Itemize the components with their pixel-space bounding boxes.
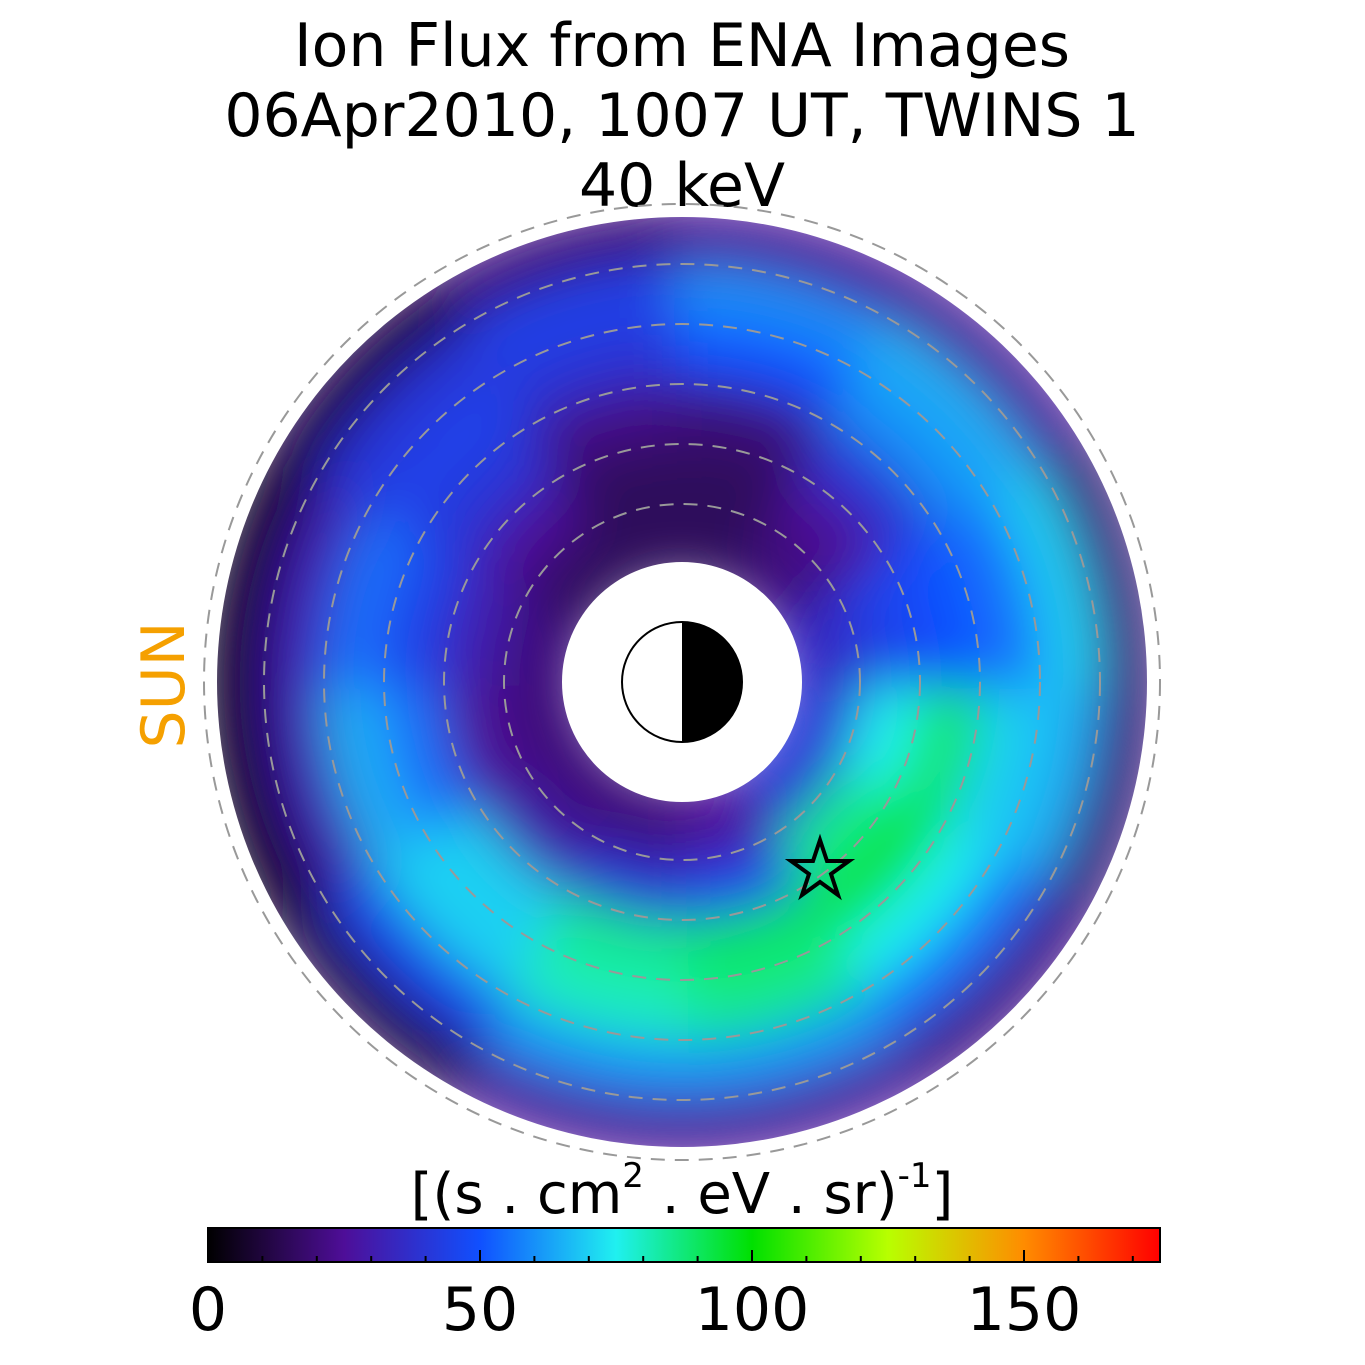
- flux-cell: [1039, 432, 1147, 692]
- colorbar-ticks: 0 50 100 150: [189, 1250, 1134, 1345]
- l-shell: [443, 443, 921, 921]
- l-shell: [323, 323, 1041, 1041]
- flux-cell: [883, 883, 1105, 1105]
- label-part: . eV . sr): [644, 1162, 898, 1227]
- l-shell: [203, 203, 1161, 1161]
- flux-cell: [364, 364, 538, 538]
- label-part: ]: [931, 1162, 953, 1227]
- label-part: [(s . cm: [411, 1162, 623, 1227]
- flux-cell: [1039, 672, 1147, 932]
- flux-cell: [417, 797, 567, 947]
- flux-cell: [797, 417, 947, 567]
- flux-cell: [417, 417, 567, 567]
- flux-cell: [673, 262, 900, 374]
- flux-cell: [432, 1039, 692, 1147]
- flux-cell: [470, 768, 596, 894]
- flux-cell: [217, 672, 325, 932]
- flux-cell: [990, 464, 1102, 691]
- flux-cell: [320, 674, 426, 870]
- flux-cell: [494, 320, 690, 426]
- earth-night: [682, 622, 742, 742]
- sun-label: SUN: [129, 622, 199, 749]
- title-line: 06Apr2010, 1007 UT, TWINS 1: [224, 81, 1139, 151]
- flux-cell: [674, 938, 870, 1044]
- label-sup: 2: [622, 1156, 644, 1196]
- flux-cell: [673, 990, 900, 1102]
- colorbar-label: [(s . cm2 . eV . sr)-1]: [411, 1156, 954, 1227]
- flux-cell: [855, 855, 1050, 1050]
- flux-cell: [855, 314, 1050, 509]
- flux-cell: [432, 217, 692, 325]
- colorbar: [207, 1227, 1161, 1263]
- title-line: Ion Flux from ENA Images: [294, 11, 1070, 81]
- l-shell: [383, 383, 981, 981]
- flux-cell: [938, 674, 1044, 870]
- flux-cell: [217, 432, 325, 692]
- tick-label: 150: [967, 1275, 1082, 1345]
- flux-cell: [797, 797, 947, 947]
- flux-cell: [262, 673, 374, 900]
- tick-label: 0: [189, 1275, 227, 1345]
- title-line: 40 keV: [579, 151, 785, 221]
- spacecraft-star: [784, 833, 856, 901]
- flux-cell: [364, 826, 538, 1000]
- l-shell: [263, 263, 1101, 1101]
- flux-cell: [768, 470, 894, 596]
- flux-cell: [320, 494, 426, 690]
- flux-cell: [262, 464, 374, 691]
- label-sup: -1: [898, 1156, 932, 1196]
- flux-cell: [259, 259, 481, 481]
- tick-label: 100: [695, 1275, 810, 1345]
- flux-cell: [314, 855, 509, 1050]
- flux-cell: [470, 470, 596, 596]
- flux-cell: [836, 677, 925, 808]
- flux-cell: [883, 259, 1105, 481]
- flux-cell: [259, 883, 481, 1105]
- flux-cell: [494, 938, 690, 1044]
- flux-cell: [672, 1039, 932, 1147]
- flux-cell: [674, 320, 870, 426]
- flux-cell: [672, 217, 932, 325]
- flux-cell: [938, 494, 1044, 690]
- flux-cell: [990, 673, 1102, 900]
- flux-cell: [314, 314, 509, 509]
- earth: [621, 621, 743, 743]
- flux-cell: [826, 364, 1000, 538]
- flux-cell: [556, 439, 687, 528]
- flux-cell: [464, 262, 691, 374]
- flux-cell: [677, 439, 808, 528]
- tick-label: 50: [442, 1275, 518, 1345]
- l-shells: [203, 203, 1161, 1161]
- l-shell: [503, 503, 861, 861]
- flux-cell: [826, 826, 1000, 1000]
- flux-cell: [677, 836, 808, 925]
- flux-cell: [464, 990, 691, 1102]
